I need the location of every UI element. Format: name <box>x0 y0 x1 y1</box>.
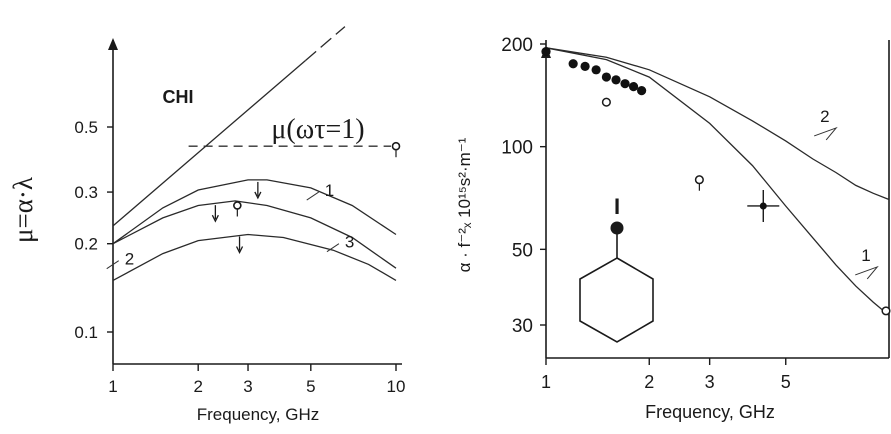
hexagon-ring <box>579 257 654 343</box>
open-data-point <box>694 175 704 185</box>
filled-data-point <box>580 61 590 71</box>
linear-mu-line <box>112 59 306 227</box>
left-curve-label-3: 3 <box>345 233 354 252</box>
left-y-tick-label: 0.1 <box>74 323 98 342</box>
iodine-label: I <box>614 194 620 219</box>
left-x-tick-label: 10 <box>387 377 406 396</box>
left-y-axis-arrow <box>108 38 118 50</box>
right-x-tick-label: 5 <box>781 372 791 392</box>
mu-omega-tau-label: μ(ωτ=1) <box>271 114 364 145</box>
maximum-arrow-head <box>211 214 219 223</box>
filled-data-point <box>628 82 639 92</box>
left-y-tick-label: 0.5 <box>74 118 98 137</box>
right-curve-2 <box>545 47 890 201</box>
right-curve-label-tick <box>814 126 838 141</box>
chi-label: CHI <box>163 87 194 107</box>
left-curve-2 <box>112 200 397 269</box>
left-curve-label-2: 2 <box>125 250 134 269</box>
left-x-tick-label: 3 <box>243 377 252 396</box>
hexagon-molecule: I <box>579 194 654 343</box>
left-open-marker <box>391 141 401 151</box>
left-x-tick-label: 2 <box>193 377 202 396</box>
right-y-tick-label: 100 <box>501 138 533 159</box>
filled-data-point <box>541 46 551 57</box>
filled-data-point <box>568 59 578 69</box>
left-y-tick-label: 0.3 <box>74 183 98 202</box>
filled-data-point <box>637 86 647 96</box>
right-curve-1 <box>545 47 890 316</box>
left-x-axis-label: Frequency, GHz <box>197 405 320 424</box>
open-data-point <box>881 306 891 316</box>
maximum-arrow-head <box>254 191 262 200</box>
filled-data-point <box>620 79 630 89</box>
filled-data-point <box>591 65 601 75</box>
left-curve-leader-2 <box>106 260 119 270</box>
right-y-tick-label: 30 <box>512 316 533 337</box>
open-data-point <box>601 97 611 107</box>
right-y-axis-label: α · f⁻²ₓ 10¹⁵s²·m⁻¹ <box>455 137 474 272</box>
left-chart-panel: μ=α·λ Frequency, GHz CHI μ(ωτ=1) 1 2 3 5 10 0… <box>8 26 406 424</box>
maximum-arrow-head <box>235 246 244 254</box>
left-x-tick-label: 5 <box>306 377 315 396</box>
right-y-tick-label: 200 <box>501 35 533 56</box>
right-x-axis-label: Frequency, GHz <box>645 402 775 422</box>
left-curve-leader-3 <box>326 243 340 253</box>
left-open-marker <box>233 201 242 210</box>
right-x-tick-label: 3 <box>705 372 715 392</box>
left-x-tick-label: 1 <box>108 377 117 396</box>
right-curve-label-2: 2 <box>820 107 829 126</box>
left-curve-label-1: 1 <box>325 181 334 200</box>
filled-data-point <box>611 75 621 85</box>
linear-mu-line-dashed <box>305 26 346 61</box>
left-curve-1 <box>112 179 397 245</box>
right-y-tick-label: 50 <box>512 240 533 261</box>
error-bar-point <box>759 202 767 210</box>
filled-data-point <box>601 72 611 82</box>
left-y-axis-label: μ=α·λ <box>8 177 38 243</box>
right-curve-label-tick <box>855 265 879 280</box>
iodine-atom <box>610 221 624 235</box>
right-curve-label-1: 1 <box>861 246 870 265</box>
right-chart-panel: α · f⁻²ₓ 10¹⁵s²·m⁻¹ Frequency, GHz I 1 2 3… <box>455 35 891 422</box>
left-curve-leader-1 <box>306 191 320 201</box>
right-x-tick-label: 1 <box>541 372 551 392</box>
left-curve-3 <box>112 233 397 281</box>
right-x-tick-label: 2 <box>644 372 654 392</box>
left-y-tick-label: 0.2 <box>74 235 98 254</box>
